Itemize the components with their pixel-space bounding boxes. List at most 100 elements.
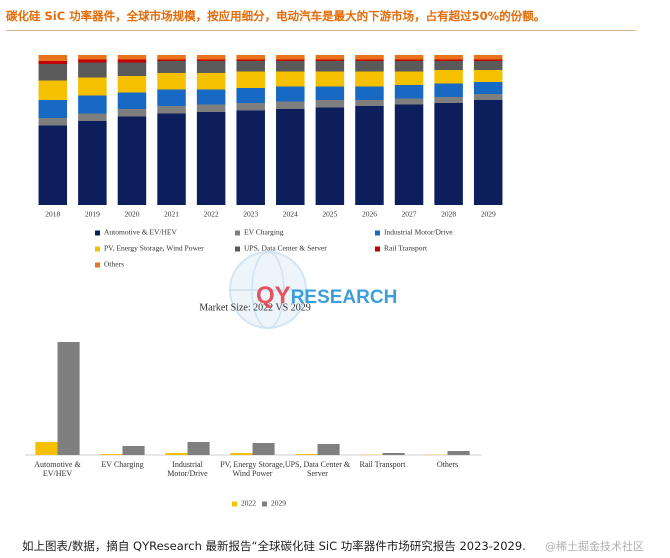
bar-segment [157,59,186,61]
bar-segment [78,62,107,78]
bar-segment [196,73,226,90]
x-tick-label: Automotive & EV/HEV [34,460,81,478]
x-tick-label: 2022 [204,210,219,219]
bar-segment [196,89,226,105]
bar-segment [355,86,384,100]
bar-segment [473,59,503,61]
bar-segment [473,70,503,82]
bar [230,453,253,455]
bar-segment [473,94,503,100]
x-tick-label: 2021 [164,210,179,219]
bar [187,442,210,455]
bar-segment [78,55,107,60]
bar-segment [117,76,147,93]
legend-label: 2029 [271,499,286,508]
bar-segment [315,100,345,108]
header-title: 碳化硅 SiC 功率器件，全球市场规模，按应用细分，电动汽车是最大的下游市场，占… [6,8,636,31]
bar-segment [117,55,147,60]
bar-segment [196,55,226,60]
x-tick-label: Rail Transport [359,460,406,469]
bar-segment [117,92,147,109]
bar-segment [157,55,186,60]
legend-swatch [375,246,380,252]
bar-segment [236,88,265,103]
bar-segment [355,106,384,205]
bar-segment [38,80,68,100]
bar-segment [236,59,265,61]
x-tick-label: 2019 [85,210,100,219]
bar-segment [117,116,147,205]
bar-segment [38,100,68,118]
bar-segment [434,70,463,84]
bar-segment [157,113,186,205]
x-tick-label: 2025 [322,210,337,219]
bar [122,446,145,455]
legend-swatch [262,501,267,507]
legend-label: Rail Transport [384,244,428,253]
bar [165,453,188,455]
bar-segment [434,83,463,97]
bar [57,342,80,455]
legend-label: 2022 [241,499,256,508]
legend-swatch [235,230,240,236]
bar-segment [473,100,503,205]
x-tick-label: 2027 [402,210,417,219]
bar [252,443,275,455]
bar-segment [355,71,384,87]
legend-swatch [95,262,100,268]
legend-label: Automotive & EV/HEV [104,228,177,237]
x-tick-label: 2020 [124,210,139,219]
bar-segment [157,61,186,73]
watermark-text: @稀土掘金技术社区 [545,540,644,553]
logo-left: QY [256,282,291,309]
bar-segment [117,62,147,76]
bar-segment [394,104,424,205]
bar-segment [276,71,305,87]
bar [382,453,405,455]
bar [35,442,58,455]
caption: 如上图表/数据，摘自 QYResearch 最新报告“全球碳化硅 SiC 功率器… [22,539,526,553]
x-tick-label: 2024 [283,210,298,219]
bar-segment [157,89,186,106]
bar [447,451,470,455]
bar-segment [355,61,384,72]
x-tick-label: PV, Energy Storage, Wind Power [220,460,285,478]
bar-segment [355,55,384,60]
bar-segment [38,61,68,64]
legend-label: UPS, Data Center & Server [244,244,327,253]
legend-label: EV Charging [244,228,284,237]
bar-segment [315,86,345,100]
bar-segment [38,64,68,81]
legend-swatch [232,501,237,507]
bar-segment [394,98,424,105]
bar-segment [315,55,345,60]
bar-segment [276,55,305,60]
bar-segment [196,112,226,205]
bar-segment [157,73,186,90]
bar-segment [236,61,265,72]
x-tick-label: 2023 [243,210,258,219]
x-tick-label: UPS, Data Center & Server [284,460,351,478]
bar-segment [473,55,503,60]
bar-segment [276,59,305,61]
legend-swatch [375,230,380,236]
bar-segment [394,71,424,85]
bar-segment [117,59,147,63]
x-tick-label: Industrial Motor/Drive [167,460,208,478]
legend-label: Industrial Motor/Drive [384,228,453,237]
legend-swatch [95,230,100,236]
bar-segment [236,55,265,60]
x-tick-label: 2028 [441,210,456,219]
legend-label: PV, Energy Storage, Wind Power [104,244,204,253]
bar-segment [38,118,68,126]
bar-segment [315,71,345,87]
bar-segment [355,59,384,61]
bar [295,454,318,455]
bar-segment [38,125,68,205]
legend-label: Others [104,260,124,269]
bar-segment [434,59,463,61]
logo: QYRESEARCH [256,282,397,310]
x-tick-label: 2029 [481,210,496,219]
